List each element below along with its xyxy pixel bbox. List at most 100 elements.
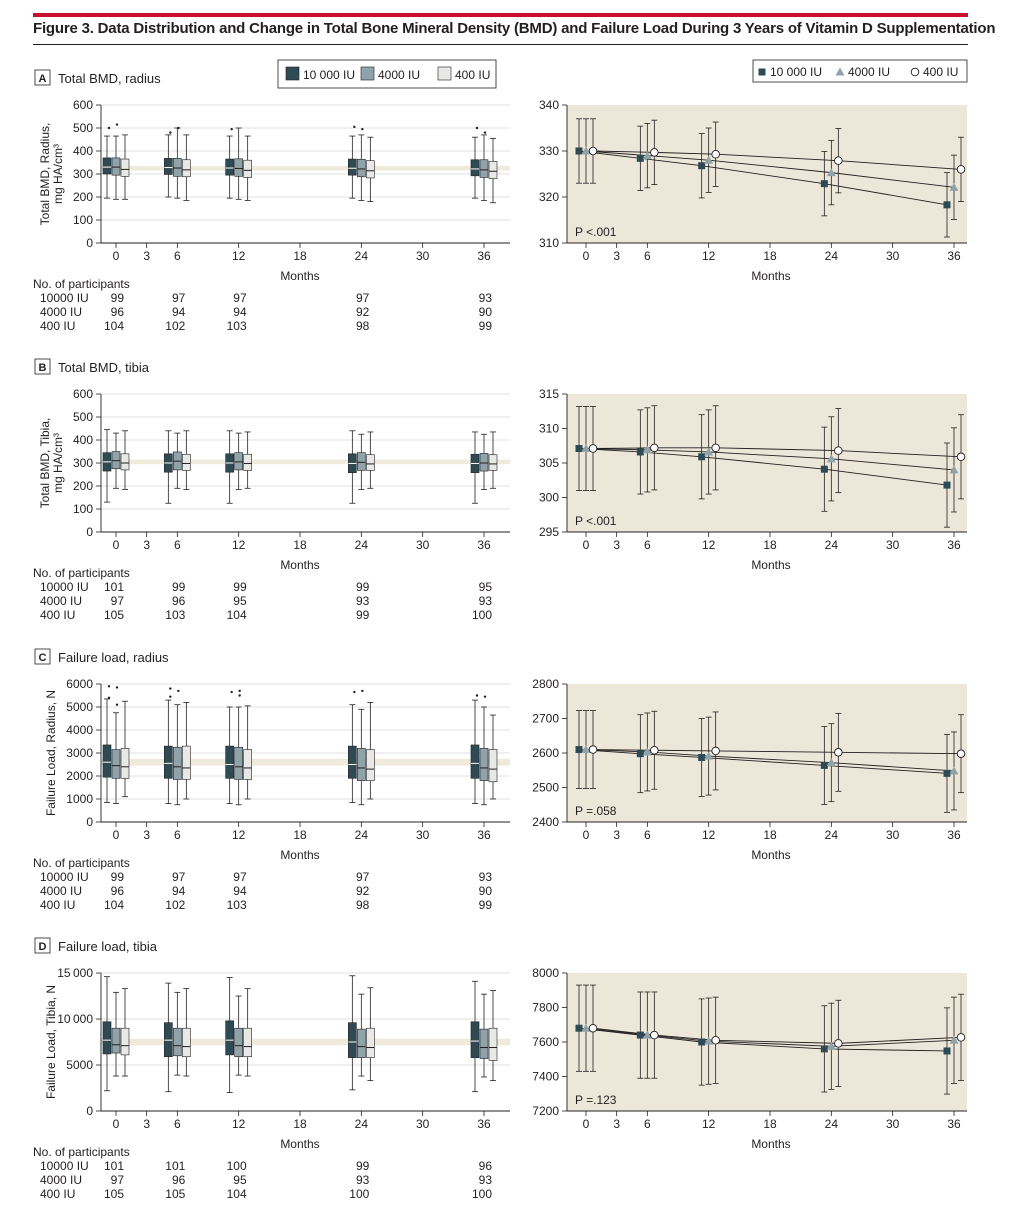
box-iqr: [182, 159, 191, 178]
box-legend-label: 10 000 IU: [303, 68, 355, 82]
y-axis-label: Total BMD, Tibia,mg HA/cm³: [38, 418, 65, 509]
x-tick-label: 12: [702, 1117, 716, 1131]
y-tick-label: 320: [539, 190, 559, 204]
mean-marker-square: [698, 162, 706, 170]
participants-count: 100: [227, 1159, 247, 1173]
participants-group-label: 400 IU: [40, 898, 75, 912]
participants-count: 93: [479, 870, 493, 884]
participants-count: 97: [172, 870, 186, 884]
box-iqr: [234, 746, 243, 780]
outlier-point: [115, 686, 119, 689]
participants-count: 97: [356, 870, 370, 884]
mean-marker-circle: [588, 444, 598, 453]
x-tick-label: 30: [416, 538, 430, 552]
x-tick-label: 36: [947, 1117, 961, 1131]
x-tick-label: 3: [143, 249, 150, 263]
y-tick-label: 340: [539, 98, 559, 112]
participants-heading: No. of participants: [33, 856, 130, 870]
x-tick-label: 0: [113, 828, 120, 842]
participants-count: 104: [104, 898, 124, 912]
mean-marker-triangle: [704, 155, 714, 164]
x-tick-label: 18: [763, 249, 777, 263]
participants-count: 104: [227, 608, 247, 622]
x-tick-label: 30: [416, 828, 430, 842]
y-tick-label: 200: [73, 190, 93, 204]
box-iqr: [479, 1028, 489, 1059]
mean-marker-triangle: [704, 1036, 714, 1045]
mean-marker-triangle: [949, 182, 959, 191]
mean-marker-square: [575, 445, 583, 453]
x-tick-label: 6: [174, 828, 181, 842]
x-axis-label: Months: [280, 269, 319, 283]
y-tick-label: 300: [73, 456, 93, 470]
outlier-point: [483, 131, 487, 134]
y-tick-label: 2400: [532, 815, 559, 829]
box-iqr: [173, 746, 182, 780]
y-tick-label: 3000: [66, 746, 93, 760]
box-iqr: [120, 453, 130, 471]
x-tick-label: 24: [825, 538, 839, 552]
panel-title: Failure load, tibia: [58, 939, 158, 954]
box-legend-label: 4000 IU: [378, 68, 420, 82]
y-tick-label: 500: [73, 410, 93, 424]
participants-count: 97: [111, 1173, 125, 1187]
mean-marker-circle: [956, 749, 966, 758]
outlier-point: [169, 687, 172, 690]
mean-marker-circle: [588, 745, 598, 754]
mean-marker-square: [636, 448, 644, 456]
box-iqr: [357, 748, 366, 781]
participants-count: 97: [233, 291, 247, 305]
y-axis-label-line: mg HA/cm³: [51, 144, 65, 204]
x-tick-label: 6: [174, 1117, 181, 1131]
box-legend-swatch: [360, 66, 375, 81]
x-tick-label: 30: [886, 828, 900, 842]
participants-count: 99: [233, 580, 247, 594]
x-tick-label: 6: [644, 249, 651, 263]
x-tick-label: 18: [763, 1117, 777, 1131]
mean-marker-square: [820, 1045, 828, 1053]
mean-marker-square: [820, 180, 828, 188]
mean-marker-triangle: [949, 1035, 959, 1044]
y-tick-label: 330: [539, 144, 559, 158]
outlier-point: [107, 126, 111, 130]
x-tick-label: 12: [702, 538, 716, 552]
y-tick-label: 2000: [66, 769, 93, 783]
x-tick-label: 0: [583, 828, 590, 842]
x-tick-label: 12: [232, 828, 246, 842]
box-iqr: [470, 744, 480, 779]
outlier-point: [361, 689, 364, 693]
x-tick-label: 0: [113, 538, 120, 552]
x-tick-label: 18: [293, 538, 307, 552]
x-axis-label: Months: [751, 1137, 790, 1151]
box-iqr: [164, 745, 173, 779]
participants-count: 94: [172, 305, 186, 319]
mean-marker-triangle: [581, 745, 591, 754]
x-tick-label: 12: [702, 249, 716, 263]
y-tick-label: 400: [73, 433, 93, 447]
participants-count: 94: [172, 884, 186, 898]
box-iqr: [488, 161, 498, 179]
participants-group-label: 10000 IU: [40, 580, 89, 594]
mean-marker-square: [943, 769, 951, 777]
participants-count: 97: [111, 594, 125, 608]
participants-count: 95: [479, 580, 493, 594]
x-tick-label: 24: [825, 828, 839, 842]
outlier-point: [238, 689, 241, 693]
outlier-point: [483, 695, 487, 698]
reference-band: [101, 459, 510, 465]
y-tick-label: 400: [73, 144, 93, 158]
mean-marker-circle: [711, 746, 720, 756]
box-legend-frame: [277, 59, 497, 89]
y-tick-label: 600: [73, 387, 93, 401]
box-legend-label: 400 IU: [455, 68, 490, 82]
box-iqr: [120, 748, 130, 779]
y-axis-label-line: Failure Load, Radius, N: [44, 690, 58, 816]
title-accent-bar: [33, 13, 968, 17]
x-tick-label: 30: [416, 249, 430, 263]
box-iqr: [479, 159, 489, 178]
box-iqr: [111, 749, 121, 779]
y-tick-label: 5000: [66, 700, 93, 714]
line-legend-frame: [752, 59, 968, 83]
x-tick-label: 30: [416, 1117, 430, 1131]
